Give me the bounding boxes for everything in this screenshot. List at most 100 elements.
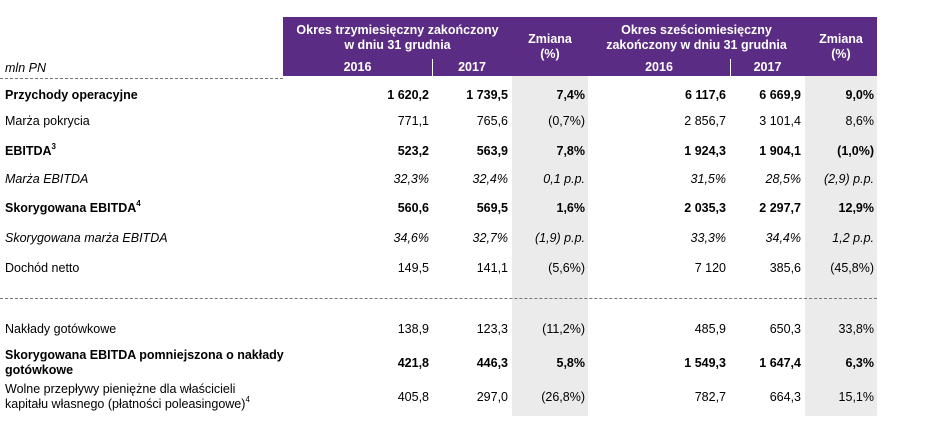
cell-q2017: 141,1	[476, 261, 508, 275]
cell-change2: 33,8%	[838, 322, 874, 336]
row-label-text: Marża pokrycia	[5, 114, 90, 128]
cell-change1: 1,6%	[556, 201, 586, 215]
cell-change2: 1,2 p.p.	[832, 231, 874, 245]
halfyear-group-header: Okres sześciomiesięczny zakończony w dni…	[588, 17, 805, 59]
cell-h2016: 1 924,3	[684, 144, 726, 158]
cell-q2016: 421,8	[397, 356, 429, 370]
row-label: Wolne przepływy pieniężne dla właściciel…	[5, 382, 275, 412]
row-label-text: Skorygowana marża EBITDA	[5, 231, 168, 245]
year-q2017: 2017	[432, 59, 512, 76]
cell-change2: 8,6%	[845, 114, 875, 128]
quarter-group-header: Okres trzymiesięczny zakończony w dniu 3…	[283, 17, 512, 59]
row-label: Przychody operacyjne	[5, 88, 138, 102]
cell-q2017: 446,3	[476, 356, 508, 370]
cell-q2016: 1 620,2	[387, 88, 429, 102]
quarter-group-title: Okres trzymiesięczny zakończony w dniu 3…	[296, 23, 499, 52]
unit-label: mln PN	[5, 61, 46, 75]
row-label-text: Skorygowana EBITDA pomniejszona o nakład…	[5, 348, 284, 377]
change2-column-shade	[805, 76, 877, 416]
cell-h2017: 1 904,1	[759, 144, 801, 158]
cell-change1: 7,4%	[556, 88, 586, 102]
cell-h2016: 6 117,6	[684, 88, 726, 102]
cell-q2017: 569,5	[476, 201, 508, 215]
section-divider	[0, 298, 877, 299]
cell-h2016: 2 035,3	[684, 201, 726, 215]
cell-change1: (0,7%)	[548, 114, 585, 128]
year-q2016: 2016	[283, 59, 432, 76]
row-label: Skorygowana EBITDA pomniejszona o nakład…	[5, 348, 305, 378]
cell-h2017: 664,3	[769, 390, 801, 404]
footnote-marker: 4	[136, 199, 141, 208]
year-separator	[432, 59, 433, 76]
cell-q2017: 297,0	[476, 390, 508, 404]
change1-header: Zmiana (%)	[512, 17, 588, 76]
cell-q2017: 123,3	[476, 322, 508, 336]
cell-change1: (26,8%)	[541, 390, 585, 404]
cell-h2017: 385,6	[769, 261, 801, 275]
cell-q2017: 563,9	[476, 144, 508, 158]
cell-change2: 6,3%	[845, 356, 875, 370]
change2-header: Zmiana (%)	[805, 17, 877, 76]
cell-q2016: 523,2	[397, 144, 429, 158]
cell-h2017: 3 101,4	[759, 114, 801, 128]
cell-change2: (2,9) p.p.	[823, 172, 874, 186]
change1-title: Zmiana (%)	[528, 31, 572, 61]
cell-h2016: 31,5%	[690, 172, 726, 186]
cell-q2016: 560,6	[397, 201, 429, 215]
row-label: Skorygowana marża EBITDA	[5, 231, 168, 245]
cell-h2017: 1 647,4	[759, 356, 801, 370]
row-label: Marża EBITDA	[5, 172, 88, 186]
cell-h2017: 6 669,9	[759, 88, 801, 102]
cell-change1: 5,8%	[556, 356, 586, 370]
cell-h2016: 485,9	[694, 322, 726, 336]
cell-q2016: 149,5	[397, 261, 429, 275]
cell-q2016: 138,9	[397, 322, 429, 336]
cell-change2: 15,1%	[838, 390, 874, 404]
change1-column-shade	[512, 76, 588, 416]
change2-title: Zmiana (%)	[819, 31, 863, 61]
row-label-text: Nakłady gotówkowe	[5, 322, 117, 336]
halfyear-group-title: Okres sześciomiesięczny zakończony w dni…	[606, 23, 787, 52]
cell-h2017: 28,5%	[765, 172, 801, 186]
row-label-text: EBITDA	[5, 144, 52, 158]
row-label: Skorygowana EBITDA4	[5, 199, 141, 216]
cell-q2016: 32,3%	[393, 172, 429, 186]
cell-q2016: 771,1	[397, 114, 429, 128]
row-label-text: Marża EBITDA	[5, 172, 89, 186]
cell-change1: (5,6%)	[548, 261, 585, 275]
cell-h2017: 650,3	[769, 322, 801, 336]
row-label-text: Wolne przepływy pieniężne dla właściciel…	[5, 382, 246, 411]
cell-h2017: 2 297,7	[759, 201, 801, 215]
row-label-text: Skorygowana EBITDA	[5, 201, 137, 215]
row-label-text: Przychody operacyjne	[5, 88, 138, 102]
cell-h2016: 33,3%	[690, 231, 726, 245]
cell-change1: 0,1 p.p.	[543, 172, 585, 186]
row-label: Nakłady gotówkowe	[5, 322, 116, 336]
row-label: Dochód netto	[5, 261, 79, 275]
row-label-text: Dochód netto	[5, 261, 80, 275]
cell-change2: 9,0%	[845, 88, 875, 102]
row-label: EBITDA3	[5, 142, 56, 159]
cell-change2: (1,0%)	[837, 144, 874, 158]
cell-change2: (45,8%)	[830, 261, 874, 275]
row-label: Marża pokrycia	[5, 114, 90, 128]
year-h2017: 2017	[730, 59, 805, 76]
cell-q2016: 405,8	[397, 390, 429, 404]
footnote-marker: 3	[51, 142, 56, 151]
cell-change2: 12,9%	[838, 201, 874, 215]
cell-q2017: 32,4%	[472, 172, 508, 186]
footnote-marker: 4	[245, 395, 250, 404]
cell-change1: (1,9) p.p.	[534, 231, 585, 245]
cell-h2016: 7 120	[694, 261, 726, 275]
cell-h2017: 34,4%	[765, 231, 801, 245]
cell-h2016: 782,7	[694, 390, 726, 404]
cell-change1: (11,2%)	[542, 322, 585, 336]
year-separator	[730, 59, 731, 76]
cell-q2017: 32,7%	[472, 231, 508, 245]
header-divider	[0, 78, 283, 79]
cell-q2017: 1 739,5	[466, 88, 508, 102]
cell-q2016: 34,6%	[393, 231, 429, 245]
year-h2016: 2016	[588, 59, 730, 76]
cell-h2016: 1 549,3	[684, 356, 726, 370]
cell-q2017: 765,6	[476, 114, 508, 128]
